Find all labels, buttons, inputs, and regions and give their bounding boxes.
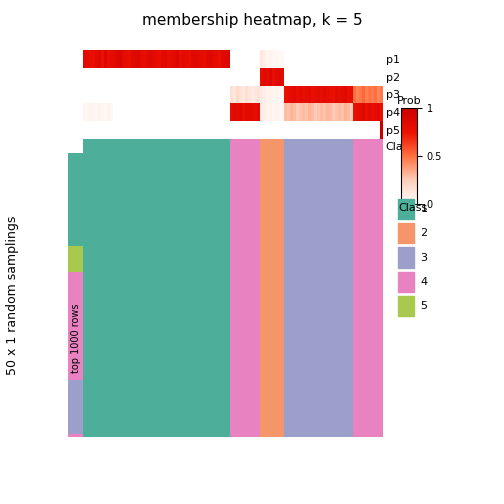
Text: membership heatmap, k = 5: membership heatmap, k = 5: [142, 13, 362, 28]
Title: Prob: Prob: [397, 96, 421, 106]
Text: 4: 4: [420, 277, 427, 287]
Text: 3: 3: [420, 253, 427, 263]
Text: top 1000 rows: top 1000 rows: [71, 303, 81, 372]
Text: 1: 1: [420, 204, 427, 214]
Text: 2: 2: [420, 228, 427, 238]
Text: 5: 5: [420, 301, 427, 311]
Text: 50 x 1 random samplings: 50 x 1 random samplings: [6, 215, 19, 375]
Text: Class: Class: [398, 203, 427, 213]
